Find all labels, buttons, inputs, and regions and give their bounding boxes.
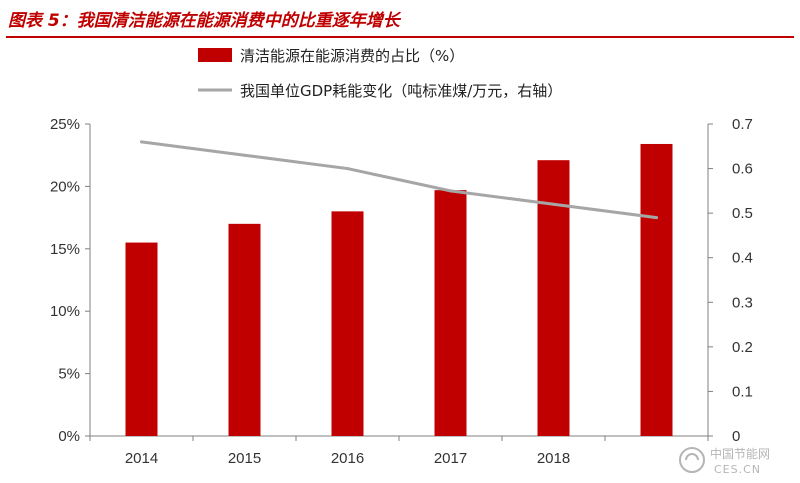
line-point	[449, 189, 452, 193]
watermark: 中国节能网 CES.CN	[679, 446, 770, 476]
y-right-tick-label: 0.1	[732, 383, 753, 400]
tick-labels: 0% 5% 10% 15% 20% 25% 0 0.1 0.2 0.3 0.4 0.5 0.6 0.7 20…	[50, 116, 753, 467]
title-divider	[6, 36, 794, 38]
line-series	[140, 140, 658, 220]
y-right-tick-label: 0.6	[732, 161, 753, 178]
y-right-tick-label: 0	[732, 428, 740, 445]
bar	[228, 223, 261, 436]
y-left-tick-label: 10%	[50, 303, 80, 320]
line-point	[346, 167, 349, 171]
line-point	[140, 140, 143, 144]
line-point	[552, 202, 555, 206]
y-left-tick-label: 0%	[58, 428, 80, 445]
x-tick-label: 2016	[331, 450, 364, 467]
y-right-tick-label: 0.3	[732, 294, 753, 311]
watermark-logo-icon	[679, 447, 705, 473]
bar	[125, 242, 158, 436]
legend-bar-label: 清洁能源在能源消费的占比（%）	[240, 47, 464, 65]
y-left-tick-label: 20%	[50, 178, 80, 195]
legend-bar-swatch	[198, 48, 232, 62]
y-left-tick-label: 5%	[58, 366, 80, 383]
x-tick-label: 2014	[125, 450, 158, 467]
line-point	[655, 216, 658, 220]
x-tick-label: 2015	[228, 450, 261, 467]
y-left-tick-label: 15%	[50, 241, 80, 258]
watermark-name: 中国节能网	[710, 446, 770, 461]
watermark-domain: CES.CN	[714, 463, 761, 476]
legend: 清洁能源在能源消费的占比（%） 我国单位GDP耗能变化（吨标准煤/万元，右轴）	[198, 47, 562, 100]
y-right-tick-label: 0.5	[732, 205, 753, 222]
bar-series	[125, 143, 673, 436]
x-tick-label: 2017	[434, 450, 467, 467]
y-left-tick-label: 25%	[50, 116, 80, 133]
line-point	[243, 153, 246, 157]
bar	[640, 143, 673, 436]
x-tick-label: 2018	[537, 450, 570, 467]
legend-line-label: 我国单位GDP耗能变化（吨标准煤/万元，右轴）	[240, 82, 562, 100]
axes	[85, 123, 713, 441]
y-right-tick-label: 0.7	[732, 116, 753, 133]
bar	[434, 190, 467, 436]
line-series-path	[140, 140, 658, 220]
y-right-tick-label: 0.2	[732, 339, 753, 356]
bar	[331, 211, 364, 436]
y-right-tick-label: 0.4	[732, 250, 753, 267]
figure-title: 图表 5：我国清洁能源在能源消费中的比重逐年增长	[8, 11, 400, 31]
